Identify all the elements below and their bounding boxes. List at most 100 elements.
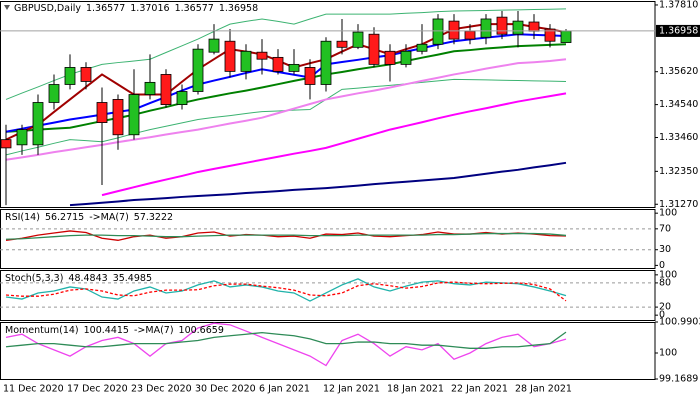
candle-body [320, 40, 332, 85]
candle-body [48, 84, 60, 103]
x-tick-label: 23 Dec 2020 [131, 384, 192, 395]
header-part: 1.37016 [130, 3, 169, 14]
candle-body [16, 129, 28, 146]
y-tick-label: 1.35620 [659, 66, 698, 77]
moving-average-line [5, 8, 567, 100]
candle-body [288, 63, 300, 72]
pane-frame [0, 270, 656, 321]
header-part: 35.4985 [113, 273, 152, 284]
candle-body [528, 21, 540, 32]
header-part: 48.4843 [68, 273, 107, 284]
y-tick-label: 80 [659, 277, 671, 288]
indicator-line [5, 322, 567, 367]
indicator-line [5, 331, 567, 349]
pane-header: GBPUSD,Daily 1.36577 1.37016 1.36577 1.36958 [14, 3, 258, 14]
candle-body [144, 81, 156, 95]
candle-body [496, 16, 508, 35]
candle-body [240, 50, 252, 72]
candle-body [464, 30, 476, 40]
moving-average-line [5, 23, 567, 141]
candle-body [128, 94, 140, 136]
header-part: 56.2715 [45, 212, 84, 223]
candle-body [160, 74, 172, 106]
current-price-box [656, 24, 700, 37]
y-tick-label: 1.33460 [659, 132, 698, 143]
y-tick-label: 70 [659, 223, 671, 234]
candle-body [560, 30, 572, 43]
x-tick-label: 6 Jan 2021 [259, 384, 310, 395]
header-part: Momentum(14) [5, 325, 79, 336]
candle-body [208, 38, 220, 53]
candle-body [544, 28, 556, 42]
x-tick-label: 18 Jan 2021 [387, 384, 444, 395]
x-tick-label: 22 Jan 2021 [451, 384, 508, 395]
x-tick-label: 17 Dec 2020 [67, 384, 128, 395]
candle-body [32, 102, 44, 146]
y-tick-label: 30 [659, 244, 671, 255]
header-part: 1.36577 [175, 3, 214, 14]
y-tick-label: 0 [659, 310, 665, 321]
y-tick-label: 0 [659, 260, 665, 271]
indicator-line [5, 278, 567, 302]
y-tick-label: 100 [659, 269, 677, 280]
candle-body [400, 50, 412, 65]
candle-body [96, 102, 108, 123]
candle-body [80, 67, 92, 82]
x-tick-label: 12 Jan 2021 [323, 384, 380, 395]
header-part: RSI(14) [5, 212, 40, 223]
header-part: 100.4415 [84, 325, 129, 336]
candle-body [352, 31, 364, 48]
y-tick-label: 100.9903 [659, 317, 700, 328]
candle-body [480, 18, 492, 38]
candle-body [416, 43, 428, 52]
candle-body [336, 40, 348, 48]
header-part: ->MA(7) [89, 212, 129, 223]
y-tick-label: 1.32350 [659, 166, 698, 177]
header-part: 100.6659 [179, 325, 224, 336]
candle-body [64, 67, 76, 85]
x-tick-label: 28 Jan 2021 [515, 384, 572, 395]
pane-header: Stoch(5,3,3) 48.4843 35.4985 [5, 273, 152, 284]
y-tick-label: 100 [659, 347, 677, 358]
current-price-label: 1.36958 [659, 25, 698, 36]
candle-body [112, 99, 124, 136]
candle-body [192, 48, 204, 92]
header-part: GBPUSD,Daily [14, 3, 81, 14]
y-tick-label: 20 [659, 302, 671, 313]
header-part: 1.36958 [219, 3, 258, 14]
candle-body [512, 20, 524, 35]
header-part: Stoch(5,3,3) [5, 273, 63, 284]
candle-body [432, 18, 444, 45]
candle-body [368, 33, 380, 65]
candle-body [256, 51, 268, 60]
y-tick-label: 1.31270 [659, 199, 698, 210]
pane-header: Momentum(14) 100.4415 ->MA(7) 100.6659 [5, 325, 224, 336]
pane-frame [0, 209, 656, 269]
indicator-line [5, 232, 567, 240]
y-tick-label: 1.34540 [659, 99, 698, 110]
candle-body [304, 67, 316, 85]
y-tick-label: 99.1689 [659, 374, 698, 385]
indicator-line [5, 281, 567, 302]
pane-header: RSI(14) 56.2715 ->MA(7) 57.3222 [5, 212, 173, 223]
header-part: 1.36577 [86, 3, 125, 14]
y-tick-label: 1.37810 [659, 0, 698, 10]
x-tick-label: 11 Dec 2020 [3, 384, 64, 395]
candle-body [0, 139, 12, 149]
symbol-icon [4, 5, 10, 10]
candle-body [176, 91, 188, 106]
moving-average-line [5, 58, 567, 161]
moving-average-line [69, 161, 567, 207]
moving-average-line [101, 92, 567, 197]
candle-body [384, 50, 396, 65]
candle-body [448, 20, 460, 40]
x-tick-label: 30 Dec 2020 [195, 384, 256, 395]
y-tick-label: 100 [659, 208, 677, 219]
header-part: 57.3222 [134, 212, 173, 223]
candle-body [224, 40, 236, 72]
header-part: ->MA(7) [134, 325, 174, 336]
candle-body [272, 56, 284, 72]
